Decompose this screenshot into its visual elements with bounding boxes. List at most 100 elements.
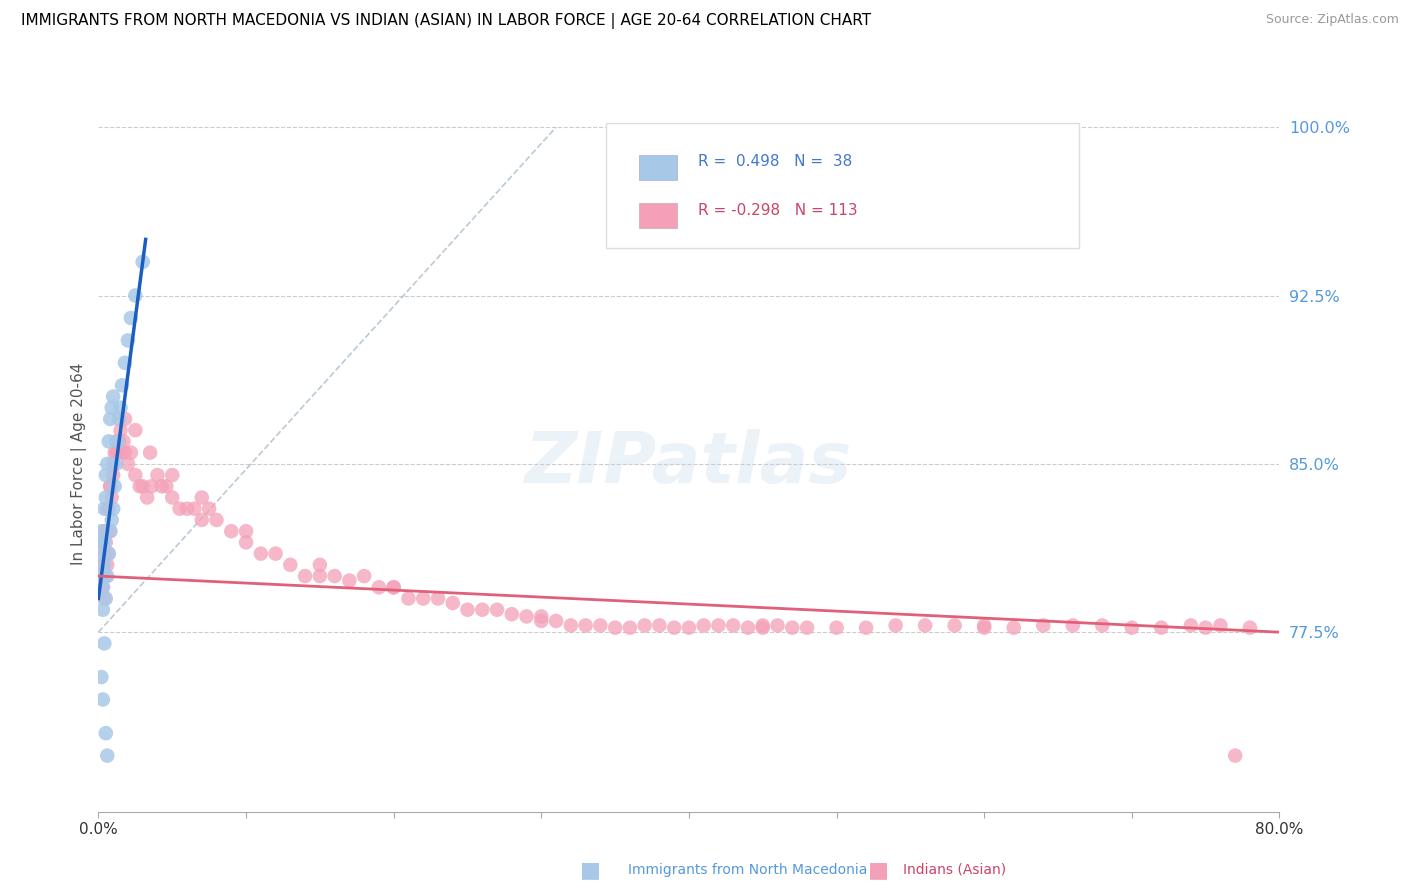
Point [751,621,773,635]
Point [93,535,115,549]
Point [412,591,434,606]
Point [501,607,523,622]
Point [796,621,818,635]
Point [183,501,205,516]
Point [664,621,686,635]
Point [107,445,129,459]
Point [782,621,804,635]
Point [120,445,142,459]
Point [544,614,567,628]
Point [294,569,316,583]
Point [382,580,405,594]
FancyBboxPatch shape [640,155,678,180]
Point [382,580,405,594]
Point [323,569,346,583]
Point [1002,621,1025,635]
Point [198,501,221,516]
Point [90,524,112,538]
Point [162,491,183,505]
Point [90,569,112,583]
Point [93,558,115,572]
Point [107,434,129,449]
Point [97,434,120,449]
Point [1121,621,1143,635]
Point [96,457,118,471]
Point [91,580,114,594]
Point [114,356,136,370]
Point [98,479,121,493]
Point [114,445,136,459]
Point [94,535,117,549]
Point [96,501,118,516]
Point [914,618,936,632]
Point [120,310,142,325]
Point [205,513,228,527]
Point [98,412,121,426]
Point [309,569,332,583]
Y-axis label: In Labor Force | Age 20-64: In Labor Force | Age 20-64 [72,363,87,565]
Point [368,580,391,594]
Point [91,692,114,706]
Point [108,434,131,449]
Point [309,558,332,572]
Point [176,501,198,516]
Point [150,479,173,493]
Point [530,609,553,624]
Point [751,618,773,632]
Point [337,574,360,588]
Point [530,614,553,628]
Point [100,401,122,415]
Point [1239,621,1261,635]
Point [103,457,125,471]
FancyBboxPatch shape [640,203,678,227]
Point [90,569,112,583]
Point [1209,618,1232,632]
Text: ■: ■ [581,860,600,880]
Point [117,457,139,471]
Text: Indians (Asian): Indians (Asian) [903,863,1005,877]
Point [103,390,125,404]
Point [250,547,273,561]
Point [114,412,136,426]
Text: R =  0.498   N =  38: R = 0.498 N = 38 [699,153,852,169]
Point [124,423,146,437]
Point [96,524,118,538]
Point [1091,618,1114,632]
Point [973,618,995,632]
Point [278,558,302,572]
Point [162,468,183,483]
Point [235,524,257,538]
Point [1195,621,1218,635]
Point [943,618,966,632]
Text: ■: ■ [869,860,889,880]
Point [91,580,114,594]
Point [111,378,134,392]
Point [396,591,419,606]
Point [91,558,114,572]
Point [93,501,115,516]
Point [90,670,112,684]
Point [737,621,759,635]
Point [98,524,121,538]
Point [191,491,214,505]
Point [139,445,162,459]
Point [103,501,125,516]
Text: Immigrants from North Macedonia: Immigrants from North Macedonia [628,863,868,877]
Point [91,603,114,617]
Point [353,569,375,583]
FancyBboxPatch shape [606,123,1078,248]
Point [721,618,744,632]
Point [98,479,121,493]
Point [560,618,582,632]
Point [94,569,117,583]
Point [94,468,117,483]
Point [104,479,127,493]
Point [146,468,169,483]
Text: R = -0.298   N = 113: R = -0.298 N = 113 [699,202,858,218]
Point [105,434,128,449]
Point [117,334,139,348]
Point [648,618,671,632]
Point [110,423,132,437]
Point [124,468,146,483]
Point [124,288,146,302]
